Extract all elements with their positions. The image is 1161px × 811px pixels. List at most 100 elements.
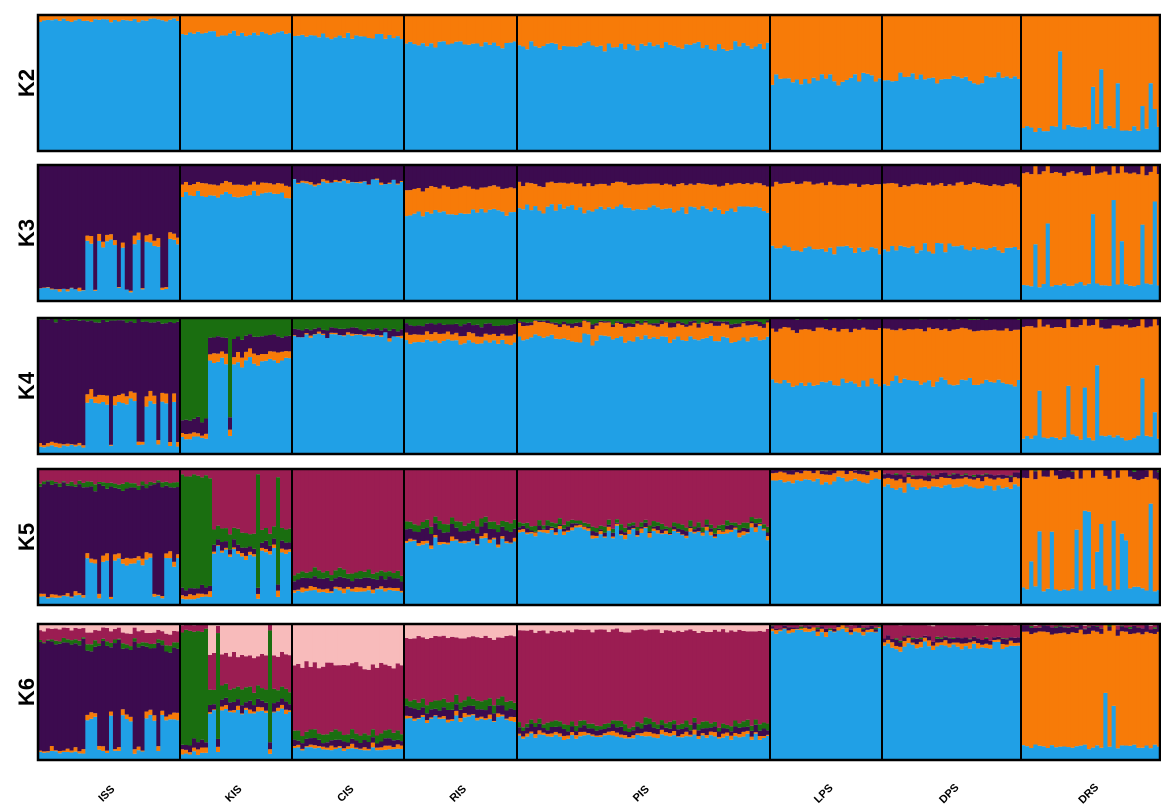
ancestry-bar-segment bbox=[496, 713, 501, 718]
ancestry-bar-segment bbox=[549, 733, 555, 737]
ancestry-bar-segment bbox=[716, 165, 722, 187]
ancestry-bar-segment bbox=[224, 549, 229, 605]
ancestry-bar-segment bbox=[101, 247, 106, 301]
ancestry-bar-segment bbox=[204, 587, 209, 595]
ancestry-bar-segment bbox=[545, 165, 551, 183]
ancestry-bar-segment bbox=[947, 647, 953, 760]
ancestry-bar-segment bbox=[276, 477, 281, 585]
ancestry-bar-segment bbox=[836, 246, 842, 301]
ancestry-bar-segment bbox=[521, 46, 526, 151]
ancestry-bar-segment bbox=[553, 534, 559, 605]
ancestry-bar-segment bbox=[140, 289, 146, 301]
ancestry-bar-segment bbox=[333, 318, 339, 329]
ancestry-bar-segment bbox=[41, 642, 47, 644]
ancestry-bar-segment bbox=[57, 443, 63, 448]
ancestry-bar-segment bbox=[643, 15, 649, 46]
ancestry-bar-segment bbox=[541, 630, 547, 725]
ancestry-bar-segment bbox=[659, 324, 665, 337]
ancestry-bar-segment bbox=[799, 481, 804, 605]
ancestry-bar-segment bbox=[865, 625, 871, 628]
ancestry-bar-segment bbox=[680, 318, 685, 323]
ancestry-bar-segment bbox=[466, 318, 472, 323]
ancestry-bar-segment bbox=[692, 184, 698, 208]
ancestry-bar-segment bbox=[582, 469, 587, 523]
ancestry-bar-segment bbox=[647, 323, 653, 325]
ancestry-bar-segment bbox=[260, 361, 265, 454]
ancestry-bar-segment bbox=[525, 339, 530, 454]
ancestry-bar-segment bbox=[475, 700, 480, 710]
ancestry-bar-segment bbox=[602, 469, 608, 527]
ancestry-bar-segment bbox=[619, 15, 624, 44]
ancestry-bar-segment bbox=[180, 420, 185, 433]
ancestry-bar-segment bbox=[578, 183, 583, 208]
ancestry-bar-segment bbox=[749, 165, 755, 185]
ancestry-bar-segment bbox=[462, 638, 468, 701]
ancestry-bar-segment bbox=[745, 522, 751, 529]
ancestry-bar-segment bbox=[208, 469, 213, 479]
ancestry-bar-segment bbox=[152, 15, 157, 19]
ancestry-bar-segment bbox=[1099, 172, 1104, 286]
ancestry-bar-segment bbox=[832, 15, 837, 82]
ancestry-bar-segment bbox=[391, 668, 397, 733]
ancestry-bar-segment bbox=[811, 627, 817, 631]
ancestry-bar-segment bbox=[105, 483, 110, 489]
ancestry-bar-segment bbox=[823, 624, 829, 629]
ancestry-bar-segment bbox=[647, 736, 653, 760]
ancestry-bar-segment bbox=[729, 522, 734, 525]
ancestry-bar-segment bbox=[89, 318, 94, 321]
ancestry-bar-segment bbox=[232, 196, 237, 301]
ancestry-bar-segment bbox=[416, 15, 422, 46]
ancestry-bar-segment bbox=[1062, 319, 1067, 328]
ancestry-bar-segment bbox=[240, 165, 245, 185]
ancestry-bar-segment bbox=[749, 469, 755, 518]
ancestry-bar-segment bbox=[224, 165, 229, 181]
ancestry-bar-segment bbox=[45, 481, 51, 598]
ancestry-bar-segment bbox=[483, 212, 489, 301]
ancestry-bar-segment bbox=[614, 736, 620, 760]
ancestry-bar-segment bbox=[45, 287, 51, 288]
ancestry-bar-segment bbox=[1004, 184, 1010, 248]
ancestry-bar-segment bbox=[939, 165, 944, 184]
ancestry-bar-segment bbox=[120, 624, 126, 633]
ancestry-bar-segment bbox=[684, 165, 689, 186]
ancestry-bar-segment bbox=[877, 254, 883, 301]
ancestry-bar-segment bbox=[512, 528, 518, 538]
ancestry-bar-segment bbox=[774, 181, 779, 249]
ancestry-bar-segment bbox=[424, 15, 430, 47]
ancestry-bar-segment bbox=[955, 165, 961, 183]
ancestry-bar-segment bbox=[782, 183, 788, 246]
ancestry-bar-segment bbox=[491, 537, 497, 540]
ancestry-bar-segment bbox=[124, 318, 130, 323]
ancestry-bar-segment bbox=[857, 632, 862, 760]
ancestry-bar-segment bbox=[120, 648, 126, 710]
ancestry-bar-segment bbox=[105, 645, 110, 751]
ancestry-bar-segment bbox=[716, 624, 722, 632]
ancestry-bar-segment bbox=[1123, 130, 1129, 151]
ancestry-bar-segment bbox=[101, 165, 106, 242]
ancestry-bar-segment bbox=[890, 81, 895, 151]
ancestry-bar-segment bbox=[120, 165, 126, 243]
ancestry-bar-segment bbox=[1025, 326, 1030, 436]
ancestry-bar-segment bbox=[651, 727, 657, 734]
ancestry-bar-segment bbox=[807, 626, 813, 629]
ancestry-bar-segment bbox=[651, 205, 657, 301]
ancestry-bar-segment bbox=[565, 15, 571, 47]
ancestry-bar-segment bbox=[180, 433, 185, 437]
ancestry-bar-segment bbox=[914, 165, 920, 184]
ancestry-bar-segment bbox=[848, 15, 854, 78]
ancestry-bar-segment bbox=[1115, 435, 1121, 454]
ancestry-bar-segment bbox=[383, 572, 389, 580]
ancestry-bar-segment bbox=[529, 210, 534, 301]
ancestry-bar-segment bbox=[479, 46, 485, 151]
ancestry-bar-segment bbox=[819, 470, 825, 475]
ancestry-bar-segment bbox=[672, 45, 677, 151]
ancestry-bar-segment bbox=[861, 380, 867, 454]
ancestry-bar-segment bbox=[619, 318, 624, 323]
ancestry-bar-segment bbox=[594, 318, 600, 324]
ancestry-bar-segment bbox=[1111, 128, 1117, 151]
ancestry-bar-segment bbox=[470, 333, 476, 343]
ancestry-bar-segment bbox=[1070, 15, 1076, 127]
ancestry-bar-segment bbox=[1004, 475, 1010, 478]
ancestry-bar-segment bbox=[815, 478, 821, 605]
ancestry-bar-segment bbox=[680, 340, 685, 454]
